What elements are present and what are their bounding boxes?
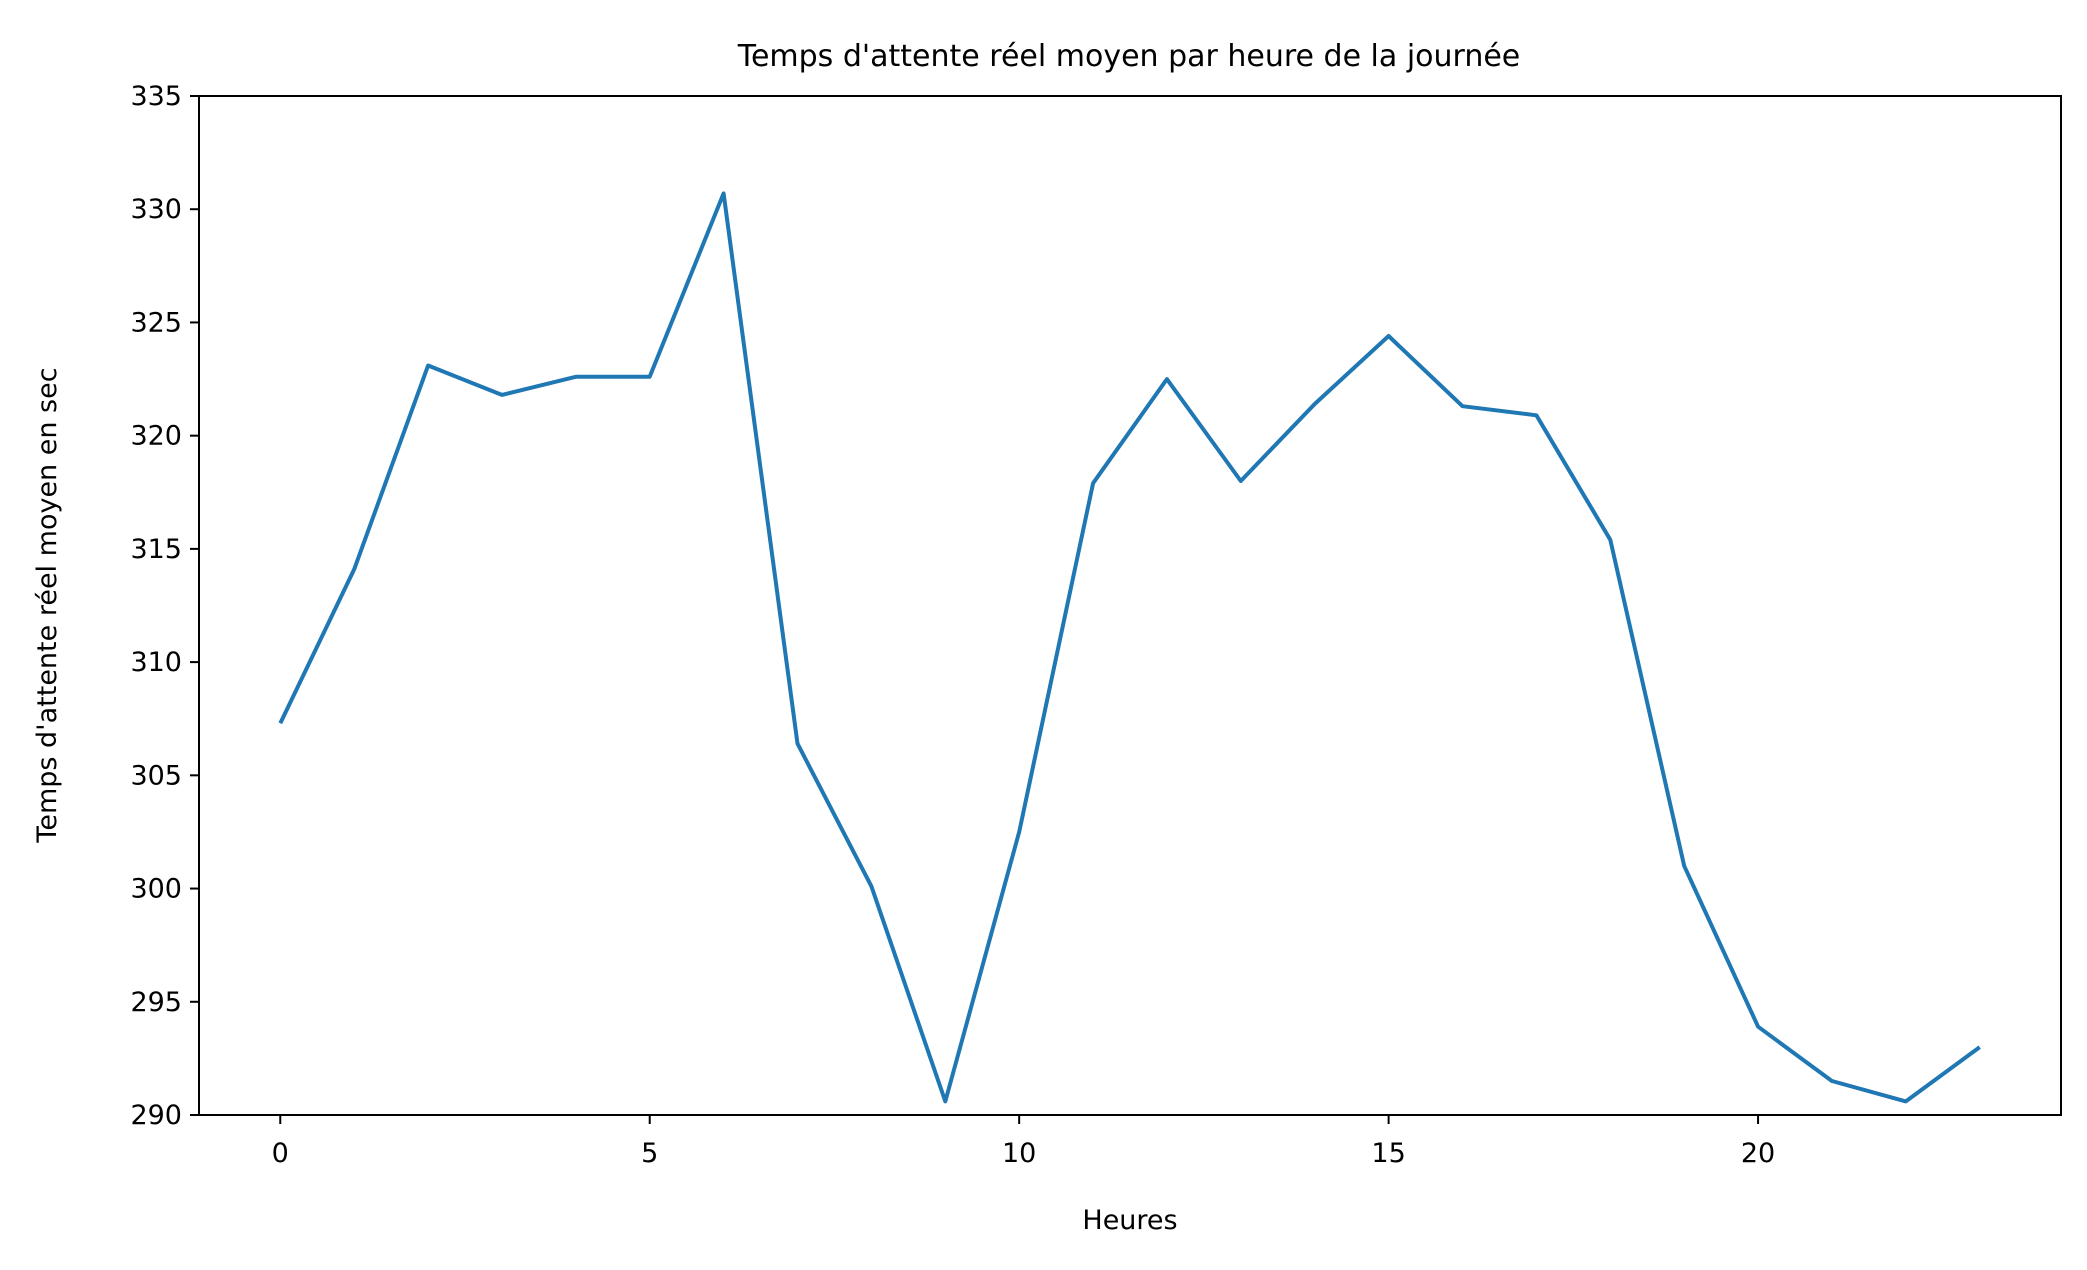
- y-tick-label: 300: [130, 874, 182, 905]
- x-tick-label: 5: [641, 1138, 658, 1169]
- series-line: [278, 191, 1981, 1104]
- x-tick-label: 10: [1002, 1138, 1036, 1169]
- x-axis-label: Heures: [1082, 1205, 1177, 1236]
- plot-frame: [198, 95, 2062, 1116]
- y-axis-label: Temps d'attente réel moyen en sec: [32, 367, 63, 843]
- y-tick-label: 325: [130, 307, 182, 338]
- y-tick-label: 290: [130, 1100, 182, 1131]
- y-tick-label: 315: [130, 534, 182, 565]
- y-tick-label: 305: [130, 760, 182, 791]
- x-tick-label: 0: [272, 1138, 289, 1169]
- chart-title: Temps d'attente réel moyen par heure de …: [737, 39, 1521, 74]
- x-axis: 0 5 10 15 20: [272, 1115, 1775, 1169]
- x-tick-label: 20: [1741, 1138, 1775, 1169]
- y-tick-label: 310: [130, 647, 182, 678]
- y-tick-label: 335: [130, 81, 182, 112]
- y-tick-label: 320: [130, 421, 182, 452]
- x-tick-label: 15: [1371, 1138, 1405, 1169]
- y-axis: 290 295 300 305 310 315 320 325 330 335: [130, 81, 199, 1131]
- y-tick-label: 295: [130, 987, 182, 1018]
- y-tick-label: 330: [130, 194, 182, 225]
